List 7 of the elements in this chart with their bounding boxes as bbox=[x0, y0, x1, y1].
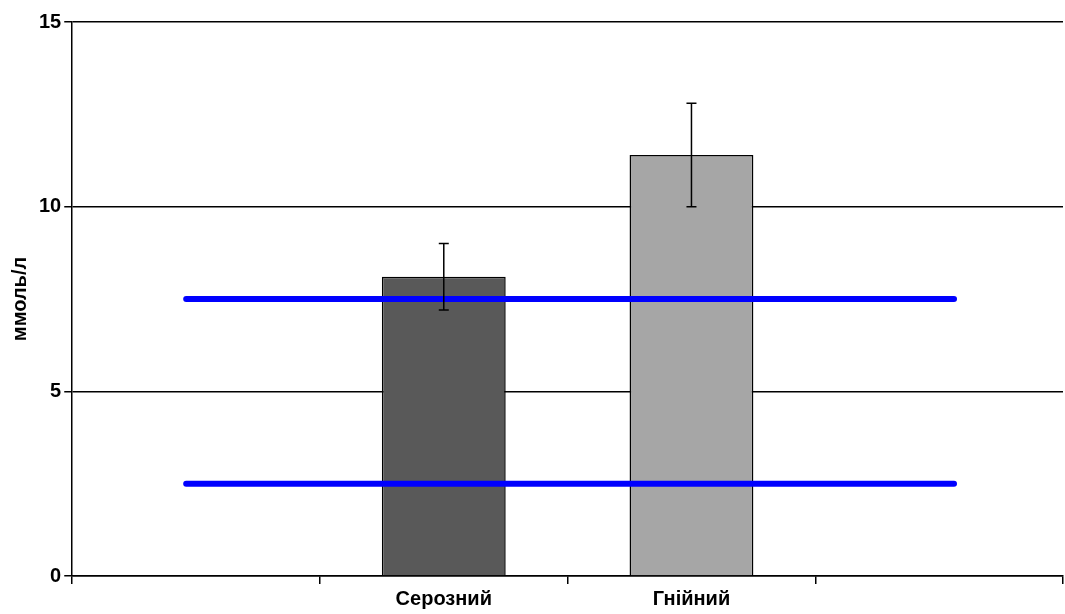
y-tick-label: 15 bbox=[39, 9, 62, 32]
x-tick-label: Гнійний bbox=[652, 586, 731, 609]
y-axis-title: ммоль/л bbox=[7, 256, 30, 342]
y-tick-label: 0 bbox=[50, 563, 62, 586]
x-tick-label: Серозний bbox=[395, 586, 492, 609]
y-tick-label: 10 bbox=[39, 194, 62, 217]
y-tick-label: 5 bbox=[50, 378, 62, 401]
